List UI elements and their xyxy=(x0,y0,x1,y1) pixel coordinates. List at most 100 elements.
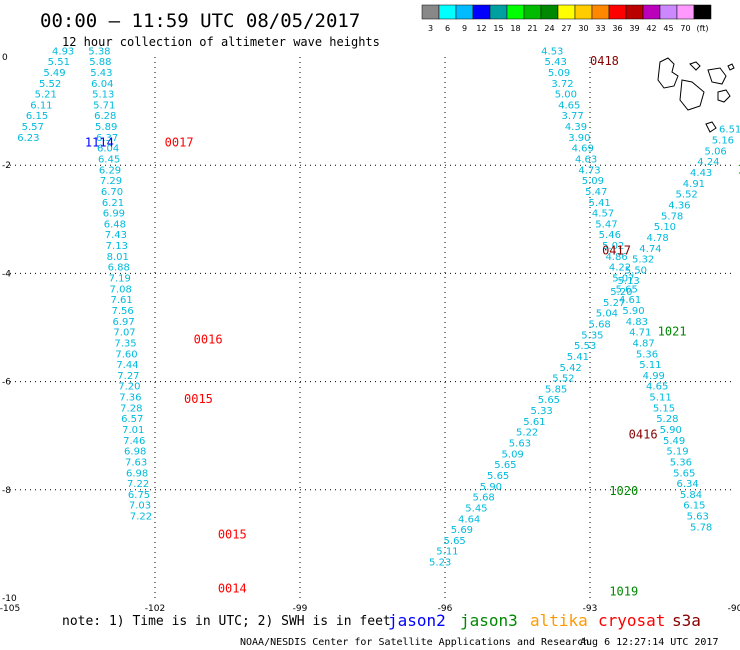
x-tick-label: -93 xyxy=(583,604,598,614)
swh-value: 5.02 xyxy=(602,241,624,252)
swh-value: 7.29 xyxy=(100,176,122,187)
swh-value: 7.19 xyxy=(109,274,131,285)
swh-value: 6.88 xyxy=(108,263,130,274)
swh-value: 5.06 xyxy=(705,146,727,157)
pass-time-label: 0416 xyxy=(629,427,658,441)
swh-value: 4.57 xyxy=(592,209,614,220)
swh-value: 7.35 xyxy=(114,338,136,349)
swh-value: 5.13 xyxy=(92,90,114,101)
swh-value: 5.35 xyxy=(581,330,603,341)
swh-value: 4.22 xyxy=(609,263,631,274)
colorbar-swatch xyxy=(591,4,610,20)
swh-value: 6.04 xyxy=(91,79,113,90)
swh-value: 6.48 xyxy=(104,219,126,230)
pass-time-label: 1019 xyxy=(609,584,638,598)
pass-time-label: 0015 xyxy=(218,527,247,541)
swh-value: 5.47 xyxy=(585,187,607,198)
swh-value: 5.09 xyxy=(582,176,604,187)
swh-value: 5.07 xyxy=(612,274,634,285)
swh-value: 5.20 xyxy=(610,287,632,298)
swh-value: 7.13 xyxy=(106,241,128,252)
footer-credit: NOAA/NESDIS Center for Satellite Applica… xyxy=(240,637,589,648)
swh-value: 6.98 xyxy=(124,447,146,458)
swh-value: 4.74 xyxy=(639,244,661,255)
x-tick-label: -90 xyxy=(728,604,740,614)
swh-value: 6.70 xyxy=(101,187,123,198)
pass-time-label: 0418 xyxy=(590,54,619,68)
colorbar-label: 45 xyxy=(663,24,673,33)
swh-value: 5.00 xyxy=(555,90,577,101)
swh-value: 5.57 xyxy=(22,122,44,133)
swh-value: 5.90 xyxy=(480,482,502,493)
colorbar-label: 3 xyxy=(428,24,433,33)
swh-value: 6.15 xyxy=(683,501,705,512)
y-tick-label: -8 xyxy=(2,486,11,496)
swh-value: 7.28 xyxy=(120,403,142,414)
legend-jason3: jason3 xyxy=(460,611,518,630)
footer-note: note: 1) Time is in UTC; 2) SWH is in fe… xyxy=(62,614,391,629)
swh-value: 5.19 xyxy=(666,447,688,458)
swh-value: 5.65 xyxy=(538,395,560,406)
swh-value: 3.90 xyxy=(568,133,590,144)
swh-value: 5.65 xyxy=(673,468,695,479)
swh-value: 5.42 xyxy=(560,363,582,374)
swh-value: 5.78 xyxy=(690,522,712,533)
swh-value: 5.78 xyxy=(661,211,683,222)
colorbar-label: 30 xyxy=(578,24,588,33)
colorbar-label: 6 xyxy=(445,24,450,33)
galapagos-coastline xyxy=(657,57,735,133)
swh-value: 4.99 xyxy=(643,371,665,382)
swh-value: 5.43 xyxy=(90,68,112,79)
pass-times: 1114 0017 0016 0015 0015 0014 0417 0416 0418 1021… xyxy=(85,54,740,598)
colorbar-swatch xyxy=(625,4,644,20)
swh-value: 7.46 xyxy=(123,436,145,447)
swh-value: 5.53 xyxy=(574,341,596,352)
pass-time-label: 0016 xyxy=(194,333,223,347)
y-tick-label: -10 xyxy=(2,594,17,604)
y-tick-label: -6 xyxy=(2,378,11,388)
swh-value: 5.63 xyxy=(509,439,531,450)
colorbar-swatch xyxy=(540,4,559,20)
swh-value: 6.04 xyxy=(97,144,119,155)
swh-value: 6.29 xyxy=(99,165,121,176)
swh-value: 5.28 xyxy=(656,414,678,425)
swh-value: 5.36 xyxy=(670,457,692,468)
colorbar-swatch xyxy=(489,4,508,20)
swh-value: 5.47 xyxy=(595,219,617,230)
swh-value: 6.34 xyxy=(677,479,699,490)
swh-value: 7.56 xyxy=(111,306,133,317)
swh-value: 4.65 xyxy=(558,100,580,111)
colorbar-label: 15 xyxy=(493,24,503,33)
x-tick-label: -105 xyxy=(0,604,20,614)
colorbar-label: 42 xyxy=(646,24,656,33)
chart-title: 00:00 – 11:59 UTC 08/05/2017 xyxy=(40,10,360,32)
swh-value: 5.11 xyxy=(436,547,458,558)
swh-value: 5.36 xyxy=(636,349,658,360)
swh-value: 4.86 xyxy=(605,252,627,263)
swh-value: 5.65 xyxy=(494,460,516,471)
swh-value: 7.22 xyxy=(130,512,152,523)
swh-value: 4.71 xyxy=(629,328,651,339)
colorbar-swatch xyxy=(472,4,491,20)
swh-value: 5.90 xyxy=(660,425,682,436)
swh-value: 7.27 xyxy=(117,371,139,382)
swh-value: 4.63 xyxy=(575,154,597,165)
pass-time-label: 1114 xyxy=(85,135,114,149)
x-tick-label: -96 xyxy=(438,604,453,614)
swh-value: 5.23 xyxy=(429,558,451,569)
colorbar-swatch xyxy=(421,4,440,20)
swh-value: 6.98 xyxy=(126,468,148,479)
swh-value: 4.36 xyxy=(668,200,690,211)
pass-time-label: 1 xyxy=(737,162,740,176)
colorbar-swatch xyxy=(608,4,627,20)
swh-value: 3.77 xyxy=(561,111,583,122)
swh-value: 8.01 xyxy=(107,252,129,263)
swh-value: 4.43 xyxy=(690,168,712,179)
swh-value: 6.21 xyxy=(102,198,124,209)
x-tick-label: -99 xyxy=(293,604,308,614)
colorbar-label: 9 xyxy=(462,24,467,33)
axes: -105 -102 -99 -96 -93 -90 0 -2 -4 -6 -8 -10 xyxy=(0,53,740,614)
swh-value: 7.43 xyxy=(105,230,127,241)
swh-value: 5.11 xyxy=(649,393,671,404)
